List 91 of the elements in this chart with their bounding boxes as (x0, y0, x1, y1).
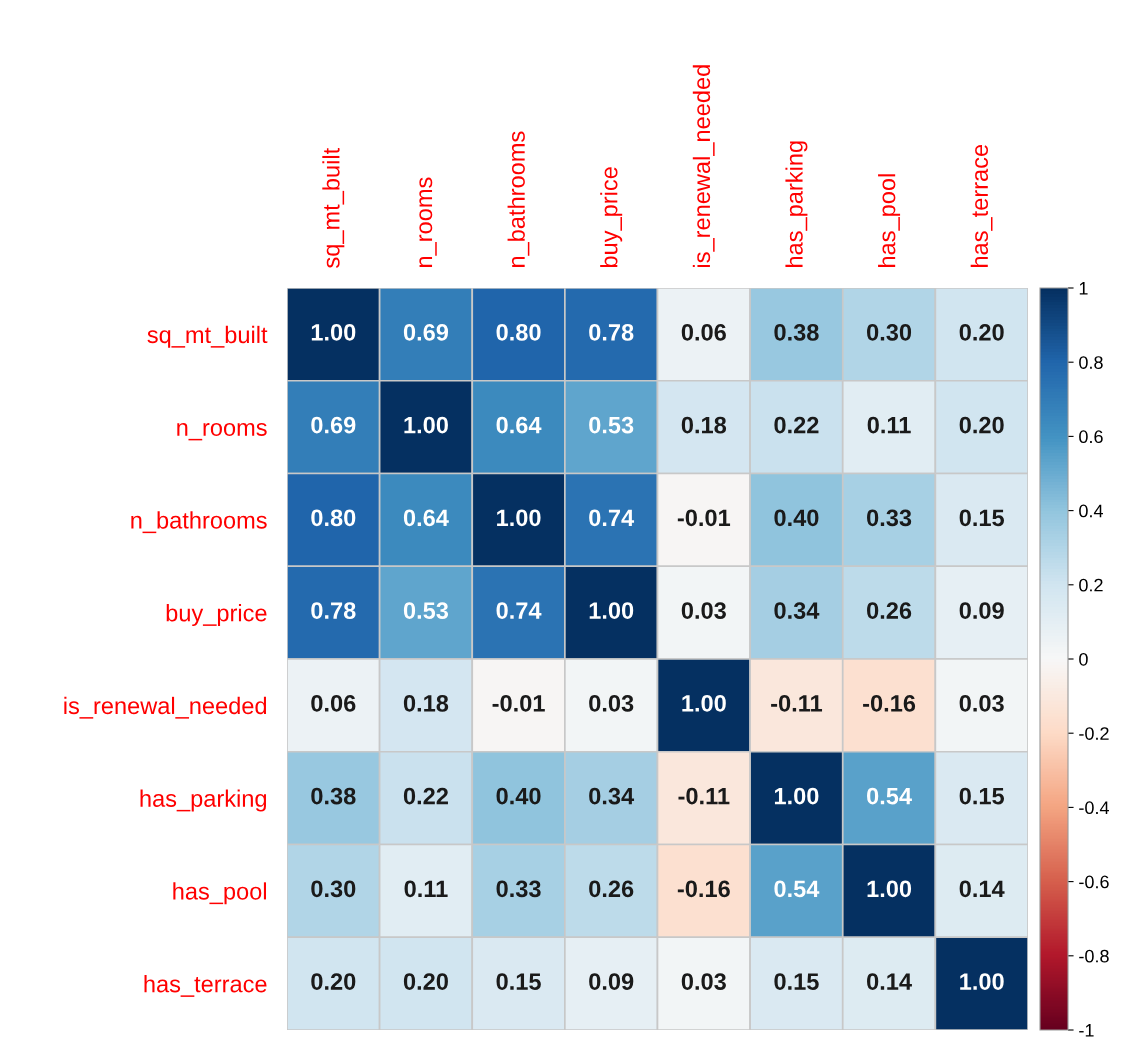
data-label: 0.26 (867, 602, 912, 619)
data-label: 0.22 (403, 787, 448, 805)
data-label: 0.09 (589, 973, 634, 990)
data-label: 0.40 (774, 509, 819, 527)
data-label: 0.38 (774, 323, 819, 341)
data-label: 0.54 (867, 787, 912, 805)
data-label: 0.14 (867, 973, 912, 990)
color-bar-label: 0.2 (1079, 578, 1103, 592)
data-label: 0.11 (404, 880, 448, 898)
data-label: 0.53 (403, 602, 449, 619)
data-label: 0.06 (681, 323, 726, 341)
y-tick-label: is_renewal_needed (64, 696, 267, 719)
data-label: 0.30 (867, 323, 912, 341)
data-label: 0.20 (311, 973, 356, 990)
color-bar-label: -0.4 (1079, 801, 1109, 815)
data-label: 0.18 (403, 694, 449, 712)
data-label: 0.69 (311, 416, 356, 434)
x-tick-label: has_pool (878, 174, 901, 267)
data-label: -0.01 (677, 509, 731, 527)
color-bar-label: -1 (1079, 1024, 1094, 1037)
data-label: 0.34 (774, 602, 820, 619)
data-label: 0.22 (774, 416, 819, 434)
data-label: 0.20 (959, 416, 1004, 434)
data-label: 0.64 (496, 416, 542, 434)
data-label: 0.09 (959, 602, 1004, 619)
data-label: -0.11 (678, 787, 730, 805)
x-tick-label: sq_mt_built (322, 147, 345, 268)
y-tick-label: n_rooms (177, 422, 267, 441)
y-tick-label: has_pool (173, 882, 266, 905)
data-label: 0.33 (867, 509, 912, 527)
data-label: 0.74 (589, 509, 635, 527)
x-tick-label: n_bathrooms (507, 131, 530, 267)
data-label: 0.18 (681, 416, 727, 434)
data-label: 0.15 (774, 973, 819, 990)
data-label: 1.00 (589, 602, 634, 619)
data-label: 0.54 (774, 880, 820, 898)
color-bar-label: 0.4 (1079, 504, 1103, 518)
data-label: 1.00 (497, 509, 541, 527)
data-label: 0.03 (959, 694, 1004, 712)
data-label: 0.30 (311, 880, 356, 898)
data-label: 0.15 (959, 787, 1005, 805)
data-label: 0.53 (589, 416, 634, 434)
data-label: 0.64 (403, 509, 449, 527)
x-tick-label: is_renewal_needed (692, 65, 715, 267)
color-bar-label: -0.6 (1079, 875, 1109, 889)
data-label: 0.14 (959, 880, 1005, 898)
data-label: -0.01 (492, 694, 545, 712)
x-tick-label: has_terrace (970, 144, 993, 267)
y-tick-label: has_parking (140, 789, 267, 812)
data-label: -0.16 (863, 694, 916, 712)
y-tick-label: sq_mt_built (147, 325, 268, 348)
y-tick-label: has_terrace (144, 975, 267, 997)
data-label: 0.11 (867, 416, 911, 434)
data-label: 0.80 (311, 509, 356, 527)
data-label: 0.38 (311, 787, 356, 805)
y-tick-label: buy_price (166, 604, 267, 627)
data-label: 0.15 (959, 509, 1005, 527)
color-bar-label: -0.8 (1079, 949, 1109, 963)
color-bar-label: 0.8 (1079, 356, 1103, 369)
data-label: 0.74 (496, 602, 542, 619)
data-label: -0.11 (771, 694, 823, 712)
color-bar-label: -0.2 (1079, 727, 1109, 740)
y-tick-label: n_bathrooms (131, 511, 267, 534)
data-label: 0.20 (403, 973, 448, 990)
data-label: 0.34 (589, 787, 635, 805)
x-tick-label: n_rooms (419, 177, 437, 267)
data-label: 0.40 (496, 787, 541, 805)
data-label: 1.00 (311, 323, 356, 341)
data-label: 0.03 (589, 694, 634, 712)
data-label: 0.80 (496, 323, 541, 341)
x-tick-label: buy_price (600, 167, 623, 268)
data-label: 0.06 (311, 694, 356, 712)
color-bar-label: 0.6 (1079, 430, 1103, 444)
data-label: 0.69 (403, 323, 449, 341)
data-label: 1.00 (774, 787, 819, 805)
data-label: 0.20 (959, 323, 1004, 341)
color-bar-label: 0 (1079, 652, 1088, 666)
color-bar-label: 1 (1079, 282, 1088, 295)
data-label: 1.00 (682, 694, 726, 712)
data-label: 1.00 (960, 973, 1004, 990)
data-label: 0.15 (496, 973, 541, 990)
data-label: 0.78 (311, 602, 356, 619)
data-label: 1.00 (404, 416, 448, 434)
data-label: -0.16 (677, 880, 730, 898)
x-tick-label: has_parking (785, 141, 808, 267)
data-label: 0.03 (681, 973, 726, 990)
data-label: 0.26 (589, 880, 634, 898)
data-label: 1.00 (867, 880, 912, 898)
data-label: 0.03 (681, 602, 726, 619)
data-label: 0.33 (496, 880, 541, 898)
data-label: 0.78 (589, 323, 634, 341)
